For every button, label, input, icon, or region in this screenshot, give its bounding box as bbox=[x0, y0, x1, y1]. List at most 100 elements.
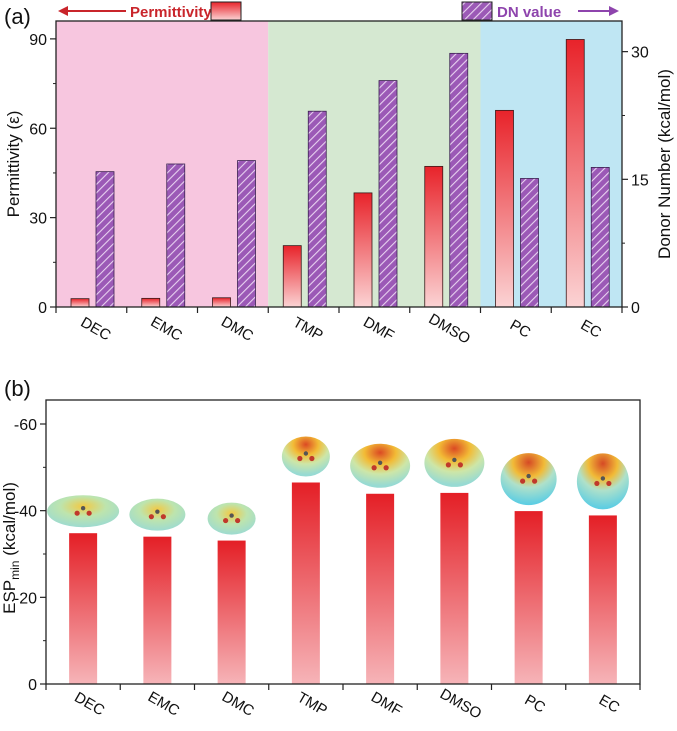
b-category-label-EC: EC bbox=[596, 692, 623, 717]
permittivity-bar-DMF bbox=[353, 192, 373, 308]
panel-b-ylabel-sub: min bbox=[8, 561, 22, 580]
permittivity-bar-PC bbox=[495, 109, 514, 308]
legend-left-arrowhead bbox=[58, 6, 68, 16]
molecule-oxygen-atom bbox=[532, 478, 538, 484]
b-left-tick-label-1: -20 bbox=[14, 590, 37, 607]
dn-bar-EMC bbox=[166, 163, 186, 308]
legend-permittivity-swatch bbox=[210, 1, 242, 21]
molecule-surface-DEC bbox=[47, 495, 120, 528]
molecule-carbon-atom bbox=[155, 509, 160, 514]
molecule-oxygen-atom bbox=[371, 465, 377, 471]
molecule-carbon-atom bbox=[526, 473, 531, 479]
panel-b-bars bbox=[69, 482, 617, 684]
left-tick-label-0: 0 bbox=[38, 300, 47, 317]
dn-bar-DMC bbox=[237, 160, 256, 308]
dn-bar-TMP bbox=[307, 110, 327, 308]
molecule-oxygen-atom bbox=[160, 514, 166, 520]
b-left-tick-label-2: -40 bbox=[14, 504, 37, 521]
legend-permittivity-label: Permittivity bbox=[130, 4, 212, 21]
molecule-surface-DMC bbox=[207, 502, 256, 535]
molecule-carbon-atom bbox=[229, 513, 234, 518]
dn-bar-EC bbox=[590, 167, 610, 308]
panel-a-label: (a) bbox=[4, 4, 31, 29]
molecule-carbon-atom bbox=[600, 476, 606, 481]
molecule-oxygen-atom bbox=[457, 462, 463, 468]
b-left-tick-label-3: -60 bbox=[14, 417, 37, 434]
molecule-surface-EMC bbox=[129, 498, 186, 531]
esp-bar-DMC bbox=[217, 540, 246, 684]
molecule-surface-TMP bbox=[281, 436, 330, 477]
esp-bar-DMF bbox=[366, 493, 395, 684]
panel-b-ylabel-main: ESP bbox=[0, 580, 19, 614]
category-label-DMSO: DMSO bbox=[426, 310, 473, 347]
molecule-oxygen-atom bbox=[520, 478, 526, 484]
panel-a-y2label: Donor Number (kcal/mol) bbox=[655, 69, 674, 259]
panel-a: (a) 0 30 60 90 0 15 30 DEC EMC DMC TMP DMF DMSO PC E… bbox=[4, 1, 674, 348]
panel-b-x-axis: DEC EMC DMC TMP DMF DMSO PC EC bbox=[45, 684, 641, 723]
permittivity-bar-EC bbox=[565, 39, 585, 308]
molecule-oxygen-atom bbox=[606, 480, 612, 487]
molecule-oxygen-atom bbox=[235, 517, 241, 524]
panel-b-molecules bbox=[47, 436, 629, 535]
right-tick-label-30: 30 bbox=[631, 45, 649, 62]
permittivity-bar-TMP bbox=[282, 245, 302, 308]
b-category-label-DMF: DMF bbox=[368, 689, 405, 720]
panel-a-regions bbox=[56, 21, 622, 307]
legend-right-arrowhead bbox=[609, 6, 619, 16]
category-label-EC: EC bbox=[578, 317, 605, 342]
molecule-oxygen-atom bbox=[383, 465, 389, 471]
esp-bar-PC bbox=[514, 511, 543, 684]
molecule-oxygen-atom bbox=[74, 510, 80, 516]
category-label-EMC: EMC bbox=[148, 313, 186, 344]
b-category-label-DMC: DMC bbox=[219, 688, 257, 720]
molecule-oxygen-atom bbox=[297, 455, 303, 462]
right-tick-label-15: 15 bbox=[631, 172, 649, 189]
panel-a-x-axis: DEC EMC DMC TMP DMF DMSO PC EC bbox=[55, 307, 623, 348]
legend-dn-swatch bbox=[461, 1, 493, 21]
b-category-label-DEC: DEC bbox=[71, 689, 107, 720]
permittivity-bar-DMC bbox=[212, 297, 231, 308]
permittivity-bar-DEC bbox=[70, 298, 90, 308]
dn-bar-DEC bbox=[95, 171, 115, 308]
molecule-surface-PC bbox=[500, 453, 557, 506]
dn-bar-DMSO bbox=[449, 52, 469, 308]
molecule-oxygen-atom bbox=[148, 514, 154, 520]
panel-b: (b) 0 -20 -40 -60 DEC EMC DMC TMP DMF DMSO PC EC E… bbox=[0, 376, 641, 723]
right-tick-label-0: 0 bbox=[631, 300, 640, 317]
permittivity-bar-DMSO bbox=[424, 165, 444, 308]
esp-bar-EC bbox=[588, 515, 617, 684]
dn-bar-PC bbox=[520, 178, 539, 308]
legend-dn-label: DN value bbox=[497, 4, 561, 21]
dn-bar-DMF bbox=[378, 80, 398, 308]
esp-bar-TMP bbox=[291, 482, 320, 684]
molecule-carbon-atom bbox=[452, 457, 457, 463]
region-bg-1 bbox=[268, 21, 481, 307]
left-tick-label-30: 30 bbox=[29, 211, 47, 228]
esp-bar-DMSO bbox=[440, 492, 469, 684]
panel-b-label: (b) bbox=[4, 376, 31, 401]
permittivity-bar-EMC bbox=[141, 297, 161, 308]
molecule-oxygen-atom bbox=[86, 510, 92, 516]
esp-bar-EMC bbox=[143, 536, 172, 684]
molecule-oxygen-atom bbox=[445, 462, 451, 468]
panel-b-ylabel: ESPmin (kcal/mol) bbox=[0, 482, 22, 614]
b-category-label-EMC: EMC bbox=[145, 688, 183, 719]
left-tick-label-60: 60 bbox=[29, 121, 47, 138]
region-bg-0 bbox=[56, 21, 269, 307]
molecule-oxygen-atom bbox=[309, 455, 315, 462]
left-tick-label-90: 90 bbox=[29, 32, 47, 49]
b-category-label-TMP: TMP bbox=[294, 689, 330, 720]
molecule-surface-DMSO bbox=[424, 438, 485, 487]
category-label-PC: PC bbox=[507, 317, 534, 342]
panel-a-right-axis: 0 15 30 bbox=[622, 45, 649, 317]
molecule-carbon-atom bbox=[377, 460, 383, 465]
category-label-DEC: DEC bbox=[78, 314, 114, 345]
b-category-label-PC: PC bbox=[522, 692, 549, 717]
legend-dn: DN value bbox=[461, 1, 619, 21]
panel-b-left-axis: 0 -20 -40 -60 bbox=[14, 417, 46, 694]
molecule-carbon-atom bbox=[303, 451, 309, 456]
molecule-oxygen-atom bbox=[594, 480, 600, 487]
legend-permittivity: Permittivity bbox=[58, 1, 242, 21]
category-label-TMP: TMP bbox=[290, 314, 326, 345]
